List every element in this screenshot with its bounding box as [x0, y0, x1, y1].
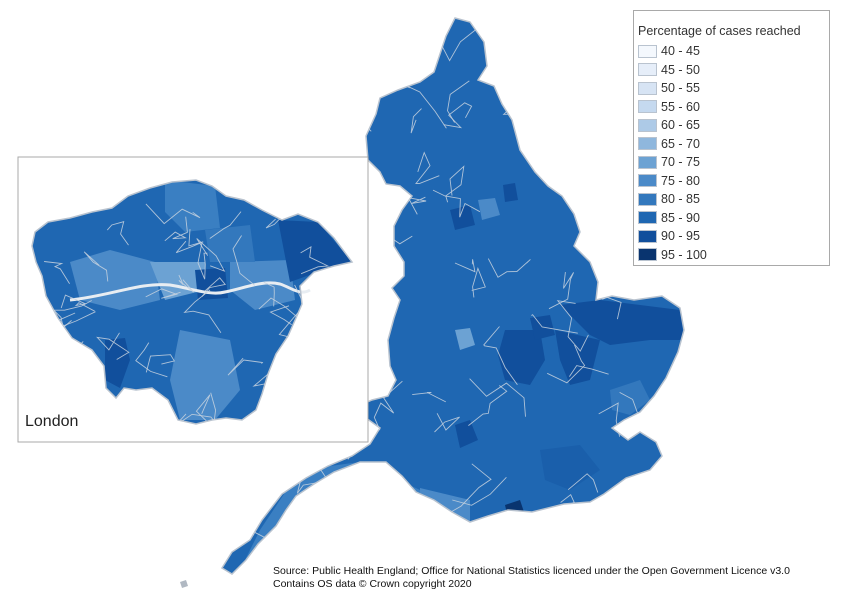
- source-note: Source: Public Health England; Office fo…: [273, 565, 790, 591]
- england-map: [180, 17, 685, 588]
- legend-label: 40 - 45: [661, 44, 700, 59]
- legend-swatch: [638, 211, 657, 225]
- legend-label: 55 - 60: [661, 99, 700, 114]
- legend-swatch: [638, 248, 657, 262]
- legend-swatch: [638, 155, 657, 169]
- legend-swatch: [638, 44, 657, 58]
- legend-label: 60 - 65: [661, 118, 700, 133]
- legend-swatch: [638, 137, 657, 151]
- legend-item: 75 - 80: [638, 172, 829, 191]
- legend-item: 50 - 55: [638, 79, 829, 98]
- legend-label: 90 - 95: [661, 229, 700, 244]
- legend-label: 70 - 75: [661, 155, 700, 170]
- legend-label: 45 - 50: [661, 62, 700, 77]
- legend-swatch: [638, 192, 657, 206]
- legend-title: Percentage of cases reached: [638, 24, 801, 38]
- legend-swatch: [638, 63, 657, 77]
- london-inset-label: London: [25, 413, 79, 430]
- legend-swatch: [638, 81, 657, 95]
- legend-swatch: [638, 100, 657, 114]
- legend-item: 95 - 100: [638, 246, 829, 265]
- legend-swatch: [638, 229, 657, 243]
- legend-label: 50 - 55: [661, 81, 700, 96]
- scilly-isles: [180, 580, 188, 588]
- legend-item: 65 - 70: [638, 135, 829, 154]
- legend-label: 95 - 100: [661, 247, 707, 262]
- legend-label: 85 - 90: [661, 210, 700, 225]
- source-line-2: Contains OS data © Crown copyright 2020: [273, 578, 472, 590]
- legend-swatch: [638, 174, 657, 188]
- legend-label: 75 - 80: [661, 173, 700, 188]
- source-line-1: Source: Public Health England; Office fo…: [273, 565, 790, 577]
- legend-item: 40 - 45: [638, 42, 829, 61]
- legend-label: 80 - 85: [661, 192, 700, 207]
- legend-swatch: [638, 118, 657, 132]
- legend: Percentage of cases reached 40 - 45 45 - …: [633, 10, 830, 266]
- thames-river: [69, 281, 311, 302]
- legend-item: 70 - 75: [638, 153, 829, 172]
- legend-item: 90 - 95: [638, 227, 829, 246]
- london-inset-map: [31, 179, 354, 425]
- legend-item: 80 - 85: [638, 190, 829, 209]
- legend-item: 60 - 65: [638, 116, 829, 135]
- legend-items: 40 - 45 45 - 50 50 - 55 55 - 60 60 - 65 65 - …: [638, 42, 829, 264]
- legend-item: 85 - 90: [638, 209, 829, 228]
- legend-item: 55 - 60: [638, 98, 829, 117]
- legend-item: 45 - 50: [638, 61, 829, 80]
- legend-label: 65 - 70: [661, 136, 700, 151]
